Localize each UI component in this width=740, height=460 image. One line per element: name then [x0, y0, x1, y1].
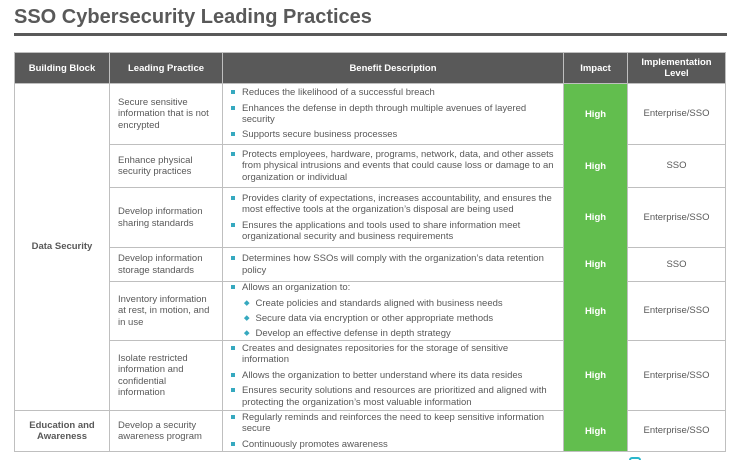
implementation-level-cell: Enterprise/SSO — [628, 282, 725, 340]
benefits-cell: Creates and designates repositories for … — [223, 341, 563, 410]
benefit-bullet: Determines how SSOs will comply with the… — [231, 253, 557, 276]
benefit-text: Supports secure business processes — [242, 129, 398, 141]
benefit-bullet: Ensures the applications and tools used … — [231, 220, 557, 243]
bullet-square-icon — [231, 195, 235, 200]
benefit-bullet: Regularly reminds and reinforces the nee… — [231, 412, 557, 435]
bullet-square-icon — [231, 285, 235, 290]
practice-cell: Inventory information at rest, in motion… — [110, 282, 222, 340]
benefit-bullet: Enhances the defense in depth through mu… — [231, 103, 557, 126]
benefit-text: Enhances the defense in depth through mu… — [242, 102, 527, 125]
practice-cell: Enhance physical security practices — [110, 145, 222, 187]
benefit-text: Develop an effective defense in depth st… — [255, 328, 451, 340]
benefit-bullet: Allows an organization to: — [231, 282, 557, 293]
practice-cell: Develop information sharing standards — [110, 188, 222, 247]
benefit-text: Allows an organization to: — [242, 282, 351, 294]
bullet-square-icon — [231, 346, 235, 351]
benefits-cell: Allows an organization to: Create polici… — [223, 282, 563, 340]
benefits-cell: Regularly reminds and reinforces the nee… — [223, 411, 563, 451]
implementation-level-cell: SSO — [628, 248, 725, 281]
impact-cell: High — [584, 425, 607, 437]
benefit-text: Determines how SSOs will comply with the… — [242, 253, 544, 276]
leading-practices-table: Building Block Leading Practice Benefit … — [14, 52, 726, 452]
benefit-text: Secure data via encryption or other appr… — [255, 313, 494, 324]
implementation-level-cell: SSO — [628, 145, 725, 187]
building-block-education-awareness: Education and Awareness — [15, 411, 109, 451]
impact-cell: High — [584, 305, 607, 317]
bullet-diamond-icon — [244, 330, 250, 336]
benefit-text: Allows the organization to better unders… — [242, 369, 523, 381]
benefit-bullet: Continuously promotes awareness — [231, 439, 557, 450]
impact-cell: High — [584, 212, 607, 223]
benefit-text: Create policies and standards aligned wi… — [255, 297, 503, 309]
column-header-impact: Impact — [564, 53, 627, 83]
building-block-data-security: Data Security — [15, 84, 109, 410]
bullet-square-icon — [231, 388, 235, 393]
impact-column-band — [564, 84, 627, 451]
benefit-bullet: Allows the organization to better unders… — [231, 370, 557, 381]
page-title: SSO Cybersecurity Leading Practices — [14, 6, 372, 28]
bullet-square-icon — [231, 372, 235, 377]
column-header-benefit-description: Benefit Description — [223, 53, 563, 83]
benefit-text: Ensures the applications and tools used … — [242, 219, 521, 242]
column-header-implementation-level: Implementation Level — [628, 53, 725, 83]
implementation-level-cell: Enterprise/SSO — [628, 341, 725, 410]
bullet-square-icon — [231, 105, 235, 110]
benefit-bullet: Creates and designates repositories for … — [231, 343, 557, 366]
bullet-diamond-icon — [244, 299, 250, 305]
implementation-level-cell: Enterprise/SSO — [628, 411, 725, 451]
practice-cell: Isolate restricted information and confi… — [110, 341, 222, 410]
partial-logo-icon — [629, 457, 641, 460]
benefit-bullet: Provides clarity of expectations, increa… — [231, 193, 557, 216]
practice-cell: Develop information storage standards — [110, 248, 222, 281]
benefit-text: Provides clarity of expectations, increa… — [242, 192, 552, 216]
impact-cell: High — [584, 259, 607, 270]
benefit-text: Continuously promotes awareness — [242, 438, 388, 450]
column-header-building-block: Building Block — [15, 53, 109, 83]
title-underline — [14, 33, 727, 36]
benefits-cell: Reduces the likelihood of a successful b… — [223, 84, 563, 144]
column-header-leading-practice: Leading Practice — [110, 53, 222, 83]
benefit-sub-bullet: Secure data via encryption or other appr… — [244, 313, 557, 324]
benefit-bullet: Supports secure business processes — [231, 129, 557, 140]
benefit-sub-bullet: Develop an effective defense in depth st… — [244, 328, 557, 340]
benefit-sub-bullet: Create policies and standards aligned wi… — [244, 297, 557, 309]
benefit-bullet: Ensures security solutions and resources… — [231, 385, 557, 408]
bullet-diamond-icon — [244, 315, 250, 321]
impact-cell: High — [584, 108, 607, 120]
benefit-text: Regularly reminds and reinforces the nee… — [242, 411, 545, 435]
bullet-square-icon — [231, 132, 235, 137]
benefit-bullet: Reduces the likelihood of a successful b… — [231, 87, 557, 98]
bullet-square-icon — [231, 256, 235, 261]
benefit-text: Creates and designates repositories for … — [242, 343, 509, 366]
benefits-cell: Determines how SSOs will comply with the… — [223, 248, 563, 281]
impact-cell: High — [584, 370, 607, 381]
bullet-square-icon — [231, 222, 235, 227]
benefits-cell: Protects employees, hardware, programs, … — [223, 145, 563, 187]
bullet-square-icon — [231, 414, 235, 419]
bullet-square-icon — [231, 441, 235, 446]
benefits-cell: Provides clarity of expectations, increa… — [223, 188, 563, 247]
benefit-text: Protects employees, hardware, programs, … — [242, 148, 554, 183]
practice-cell: Develop a security awareness program — [110, 411, 222, 451]
slide: SSO Cybersecurity Leading Practices Buil… — [0, 6, 740, 460]
practice-cell: Secure sensitive information that is not… — [110, 84, 222, 144]
implementation-level-cell: Enterprise/SSO — [628, 188, 725, 247]
benefit-bullet: Protects employees, hardware, programs, … — [231, 149, 557, 183]
impact-cell: High — [584, 160, 607, 172]
benefit-text: Reduces the likelihood of a successful b… — [242, 87, 435, 99]
benefit-text: Ensures security solutions and resources… — [242, 385, 547, 408]
implementation-level-cell: Enterprise/SSO — [628, 84, 725, 144]
bullet-square-icon — [231, 90, 235, 95]
bullet-square-icon — [231, 151, 235, 156]
